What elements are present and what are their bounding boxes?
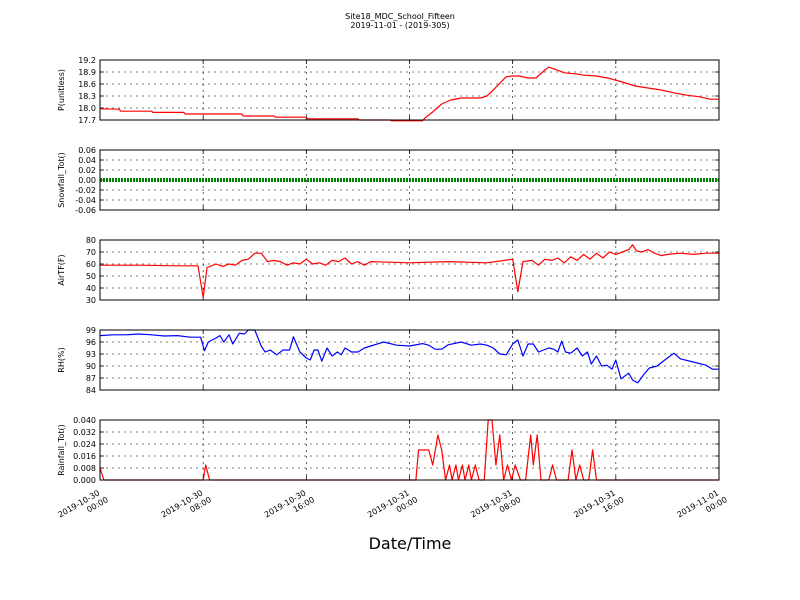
y-tick-label: 84 <box>86 386 96 395</box>
y-tick-label: 0.04 <box>78 156 96 165</box>
y-tick-label: 87 <box>86 374 96 383</box>
y-tick-label: 70 <box>86 248 96 257</box>
y-tick-label: 0.06 <box>78 146 96 155</box>
series-line <box>99 66 719 122</box>
plot-frame <box>99 149 720 211</box>
y-tick-label: 18.6 <box>78 80 96 89</box>
y-tick-label: 0.040 <box>73 416 96 425</box>
y-tick-label: -0.02 <box>75 186 96 195</box>
y-tick-label: 0.032 <box>73 428 96 437</box>
y-tick-label: 50 <box>86 272 96 281</box>
series-line <box>99 329 719 384</box>
y-tick-label: 19.2 <box>78 56 96 65</box>
plot-frame <box>99 419 720 481</box>
y-axis-label: RH(%) <box>57 347 66 372</box>
y-tick-label: 0.024 <box>73 440 96 449</box>
y-tick-label: 18.3 <box>78 92 96 101</box>
x-axis-label: Date/Time <box>368 534 452 553</box>
y-axis-label: Rainfall_Tot() <box>57 424 66 476</box>
series-line <box>100 244 719 299</box>
y-tick-label: 0.02 <box>78 166 96 175</box>
y-tick-label: 18.0 <box>78 104 96 113</box>
plot-frame <box>99 239 720 301</box>
y-tick-label: 40 <box>86 284 96 293</box>
y-axis-label: AirTF(F) <box>57 254 66 285</box>
y-tick-label: 90 <box>86 362 96 371</box>
y-tick-label: 0.008 <box>73 464 96 473</box>
y-tick-label: 99 <box>86 326 96 335</box>
plot-frame <box>99 59 720 121</box>
y-tick-label: 93 <box>86 350 96 359</box>
y-tick-label: 0.016 <box>73 452 96 461</box>
y-tick-label: 17.7 <box>78 116 96 125</box>
chart-title: Site18_MDC_School_Fifteen <box>345 12 455 21</box>
y-tick-label: 60 <box>86 260 96 269</box>
y-tick-label: -0.04 <box>75 196 96 205</box>
y-axis-label: Snowfall_Tot() <box>57 152 66 208</box>
y-tick-label: 30 <box>86 296 96 305</box>
y-axis-label: P(unitless) <box>57 69 66 111</box>
plot-frame <box>99 329 720 391</box>
chart-subtitle: 2019-11-01 - (2019-305) <box>350 21 450 30</box>
y-tick-label: 96 <box>86 338 96 347</box>
y-tick-label: -0.06 <box>75 206 96 215</box>
y-tick-label: 18.9 <box>78 68 96 77</box>
y-tick-label: 0.000 <box>73 476 96 485</box>
y-tick-label: 0.00 <box>78 176 96 185</box>
y-tick-label: 80 <box>86 236 96 245</box>
